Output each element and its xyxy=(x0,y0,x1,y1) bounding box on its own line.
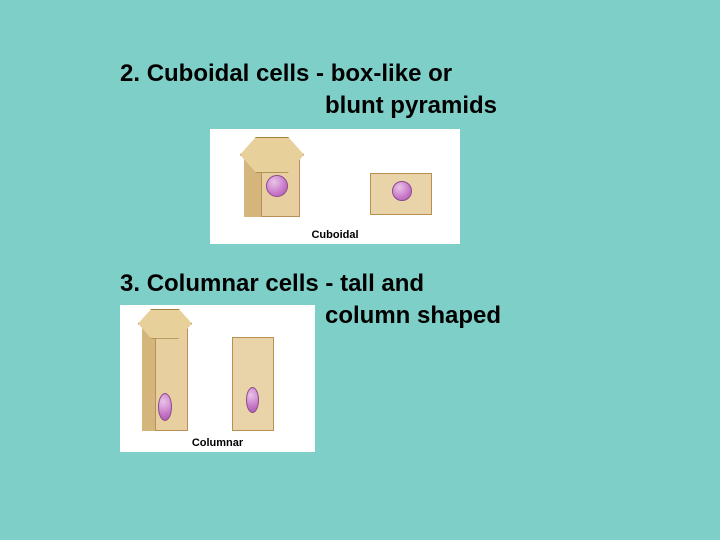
columnar-nucleus-right xyxy=(246,387,259,413)
item-cuboidal: 2. Cuboidal cells - box-like or blunt py… xyxy=(120,58,680,244)
figure-cuboidal: Cuboidal xyxy=(210,129,460,244)
heading-cuboidal: 2. Cuboidal cells - box-like or blunt py… xyxy=(120,58,680,123)
heading-line1: Columnar cells - tall and xyxy=(147,270,424,297)
slide-content: 2. Cuboidal cells - box-like or blunt py… xyxy=(120,58,680,462)
figure-columnar: Columnar xyxy=(120,305,315,452)
columnar-prism-shade-left xyxy=(142,323,156,431)
figure-caption-columnar: Columnar xyxy=(120,435,315,452)
item-number: 2. xyxy=(120,60,140,87)
item-columnar: 3. Columnar cells - tall and column shap… xyxy=(120,268,680,452)
cuboidal-nucleus-left xyxy=(266,175,288,197)
heading-line2: blunt pyramids xyxy=(120,90,497,122)
heading-line1: Cuboidal cells - box-like or xyxy=(147,60,452,87)
item-number: 3. xyxy=(120,270,140,297)
cuboidal-nucleus-right xyxy=(392,181,412,201)
columnar-flat-cell xyxy=(232,337,274,431)
figure-caption-cuboidal: Cuboidal xyxy=(210,227,460,244)
columnar-nucleus-left xyxy=(158,393,172,421)
